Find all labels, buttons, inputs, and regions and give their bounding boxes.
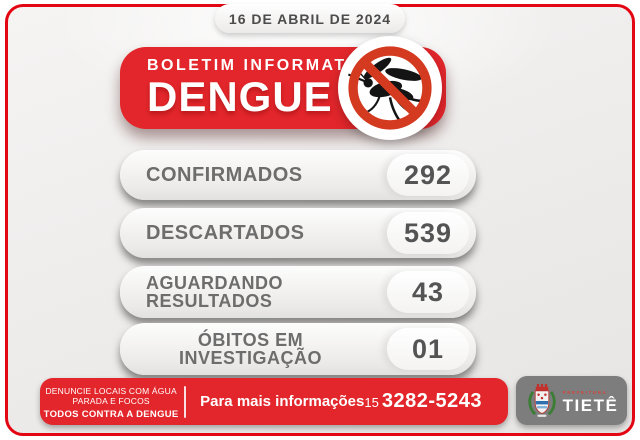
stat-value: 539 bbox=[403, 217, 453, 248]
logo-city-name: TIETÊ bbox=[562, 396, 619, 415]
stat-value-pill: 292 bbox=[387, 154, 469, 196]
date-badge: 16 DE ABRIL DE 2024 bbox=[215, 4, 405, 33]
stat-label: AGUARDANDO RESULTADOS bbox=[146, 273, 283, 311]
phone-number: 3282-5243 bbox=[381, 390, 482, 412]
stat-row-descartados: DESCARTADOS 539 bbox=[120, 208, 476, 258]
phone-area-code: 15 bbox=[364, 395, 379, 410]
stats-list: CONFIRMADOS 292 DESCARTADOS 539 AGUARDAN… bbox=[120, 150, 476, 380]
banner-title: DENGUE bbox=[147, 73, 333, 120]
footer-banner: DENUNCIE LOCAIS COM ÁGUA PARADA E FOCOS … bbox=[40, 378, 508, 425]
stat-label: DESCARTADOS bbox=[146, 221, 305, 244]
logo-prefeitura-label: PREFEITURA bbox=[562, 390, 608, 395]
stat-value-pill: 539 bbox=[387, 212, 469, 254]
stat-value-pill: 43 bbox=[387, 271, 469, 313]
stat-value: 43 bbox=[411, 276, 445, 307]
stat-value: 292 bbox=[403, 159, 453, 190]
tiete-coat-of-arms bbox=[528, 383, 556, 417]
footer-divider bbox=[184, 385, 187, 418]
stat-row-confirmados: CONFIRMADOS 292 bbox=[120, 150, 476, 200]
stat-label: CONFIRMADOS bbox=[146, 163, 303, 186]
city-logo: PREFEITURA TIETÊ bbox=[516, 376, 627, 425]
footer-notice: DENUNCIE LOCAIS COM ÁGUA PARADA E FOCOS … bbox=[40, 384, 182, 420]
footer-info-label: Para mais informações bbox=[200, 393, 365, 410]
footer-phone: 15 3282-5243 bbox=[364, 390, 508, 413]
banner-text: BOLETIM INFORMATIVO DENGUE bbox=[147, 57, 382, 119]
stat-value-pill: 01 bbox=[387, 328, 469, 370]
no-mosquito-icon bbox=[338, 36, 442, 140]
banner-kicker: BOLETIM INFORMATIVO bbox=[147, 57, 382, 74]
notice-line2: PARADA E FOCOS bbox=[72, 395, 150, 406]
stat-value: 01 bbox=[411, 333, 445, 364]
stat-row-obitos-investigacao: ÓBITOS EM INVESTIGAÇÃO 01 bbox=[120, 323, 476, 375]
notice-bold: TODOS CONTRA A DENGUE bbox=[43, 408, 179, 420]
date-text: 16 DE ABRIL DE 2024 bbox=[228, 10, 392, 27]
logo-text: PREFEITURA TIETÊ bbox=[562, 388, 619, 415]
stat-row-aguardando-resultados: AGUARDANDO RESULTADOS 43 bbox=[120, 266, 476, 318]
stat-label: ÓBITOS EM INVESTIGAÇÃO bbox=[178, 330, 322, 368]
notice-line1: DENUNCIE LOCAIS COM ÁGUA bbox=[45, 385, 177, 396]
